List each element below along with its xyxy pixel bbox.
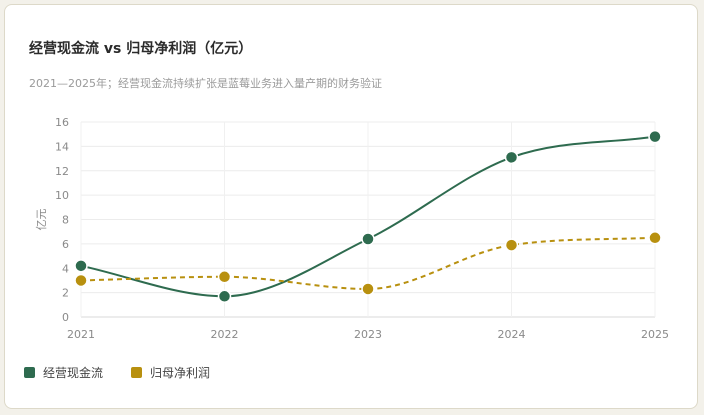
data-points <box>74 129 662 304</box>
axes: 0 2 4 6 8 10 12 14 16 2021 2022 2023 2024 2025 亿元 <box>35 116 669 341</box>
y-tick-label: 6 <box>62 238 69 251</box>
legend: 经营现金流 归母净利润 <box>24 364 210 381</box>
data-point-1 <box>217 289 232 304</box>
data-point-2 <box>504 238 519 252</box>
y-tick-label: 16 <box>55 116 69 129</box>
x-tick-label: 2021 <box>67 328 95 341</box>
x-tick-label: 2024 <box>498 328 526 341</box>
y-axis-label: 亿元 <box>35 209 48 231</box>
y-tick-label: 2 <box>62 287 69 300</box>
chart-title: 经营现金流 vs 归母净利润（亿元） <box>29 41 253 57</box>
data-point-2 <box>648 231 662 245</box>
legend-label: 经营现金流 <box>43 366 104 380</box>
legend-item-1[interactable]: 经营现金流 <box>24 364 103 381</box>
legend-label: 归母净利润 <box>150 366 211 380</box>
chart-card: 经营现金流 vs 归母净利润（亿元） 2021—2025年；经营现金流持续扩张是… <box>4 4 698 409</box>
x-tick-label: 2025 <box>641 328 669 341</box>
data-point-2 <box>74 273 88 288</box>
y-tick-label: 10 <box>55 189 69 202</box>
data-point-1 <box>504 150 519 165</box>
data-point-1 <box>648 129 662 144</box>
data-point-1 <box>74 259 88 273</box>
x-tick-label: 2023 <box>354 328 382 341</box>
chart-subtitle: 2021—2025年；经营现金流持续扩张是蓝莓业务进入量产期的财务验证 <box>29 77 382 90</box>
y-tick-label: 8 <box>62 214 69 227</box>
y-tick-label: 0 <box>62 311 69 324</box>
data-point-2 <box>217 270 232 284</box>
y-tick-label: 4 <box>62 262 69 275</box>
y-tick-label: 12 <box>55 165 69 178</box>
y-tick-label: 14 <box>55 140 69 153</box>
x-tick-label: 2022 <box>211 328 239 341</box>
legend-swatch <box>131 367 143 378</box>
data-point-1 <box>361 232 375 246</box>
data-point-2 <box>361 282 375 296</box>
legend-swatch <box>24 367 35 378</box>
legend-item-2[interactable]: 归母净利润 <box>131 364 210 381</box>
